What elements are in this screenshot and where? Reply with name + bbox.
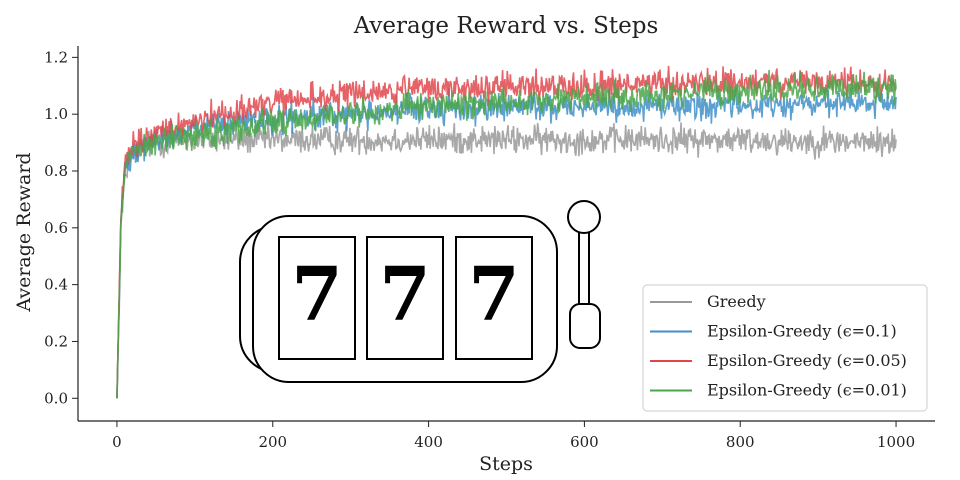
- slot-machine-icon: 7 7 7: [239, 200, 601, 383]
- y-tick-label: 0.8: [44, 162, 68, 180]
- x-tick-label: 600: [570, 433, 599, 451]
- series-line-3: [116, 70, 897, 399]
- y-axis-label: Average Reward: [13, 152, 35, 312]
- y-tick-label: 1.2: [44, 48, 68, 66]
- legend-box: [642, 284, 928, 412]
- reel-3-symbol: 7: [468, 252, 520, 338]
- legend-label: Epsilon-Greedy (ϵ=0.1): [707, 322, 897, 341]
- y-ticks: 0.0 0.2 0.4 0.6 0.8 1.0 1.2: [44, 48, 78, 407]
- x-tick-label: 800: [726, 433, 755, 451]
- x-tick-label: 200: [258, 433, 287, 451]
- y-tick-label: 0.0: [44, 389, 68, 407]
- chart-title: Average Reward vs. Steps: [353, 13, 659, 39]
- legend: Greedy Epsilon-Greedy (ϵ=0.1) Epsilon-Gree…: [642, 284, 928, 412]
- reel-2: [366, 236, 444, 360]
- legend-label: Greedy: [707, 292, 766, 311]
- x-axis-label: Steps: [479, 453, 533, 475]
- x-ticks: 0 200 400 600 800 1000: [112, 421, 915, 451]
- reel-1: [278, 236, 356, 360]
- y-tick-label: 0.4: [44, 276, 68, 294]
- reel-1-symbol: 7: [291, 252, 343, 338]
- series-line-2: [116, 65, 897, 399]
- series-lines: [116, 65, 897, 399]
- y-tick-label: 0.6: [44, 219, 68, 237]
- lever-knob: [567, 200, 601, 234]
- legend-label: Epsilon-Greedy (ϵ=0.01): [707, 381, 907, 400]
- lever-arm: [578, 227, 590, 309]
- x-tick-label: 1000: [877, 433, 915, 451]
- x-tick-label: 0: [112, 433, 122, 451]
- lever-base: [569, 303, 601, 349]
- y-tick-label: 1.0: [44, 105, 68, 123]
- y-tick-label: 0.2: [44, 332, 68, 350]
- x-tick-label: 400: [414, 433, 443, 451]
- reel-3: [455, 236, 533, 360]
- legend-label: Epsilon-Greedy (ϵ=0.05): [707, 351, 907, 370]
- reel-2-symbol: 7: [379, 252, 431, 338]
- series-line-0: [116, 121, 897, 399]
